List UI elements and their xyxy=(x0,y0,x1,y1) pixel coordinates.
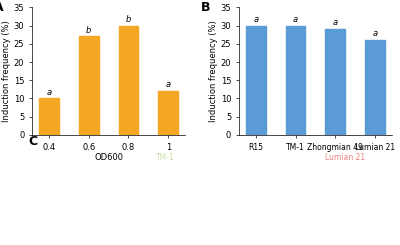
Text: B: B xyxy=(200,1,210,14)
Y-axis label: Induction frequency (%): Induction frequency (%) xyxy=(2,20,11,122)
Bar xyxy=(39,98,59,135)
Bar xyxy=(246,25,266,135)
Text: b: b xyxy=(126,15,131,24)
Text: a: a xyxy=(253,15,258,24)
Text: A: A xyxy=(0,1,3,14)
Text: b: b xyxy=(86,26,91,35)
Bar xyxy=(158,91,178,135)
Bar xyxy=(118,25,138,135)
Bar xyxy=(325,29,345,135)
Text: Lumian 21: Lumian 21 xyxy=(325,153,365,162)
Text: a: a xyxy=(333,18,338,27)
Bar xyxy=(79,37,99,135)
Text: a: a xyxy=(166,80,171,89)
Text: R15: R15 xyxy=(64,153,79,162)
Bar xyxy=(365,40,385,135)
Text: a: a xyxy=(372,29,378,38)
Text: C: C xyxy=(28,135,38,148)
X-axis label: OD600: OD600 xyxy=(94,153,123,162)
Bar xyxy=(286,25,306,135)
Text: a: a xyxy=(46,88,52,97)
Text: TM-1: TM-1 xyxy=(156,153,174,162)
Text: a: a xyxy=(293,15,298,24)
Text: Zhongmian 49: Zhongmian 49 xyxy=(231,153,287,162)
Y-axis label: Induction frequency (%): Induction frequency (%) xyxy=(209,20,218,122)
